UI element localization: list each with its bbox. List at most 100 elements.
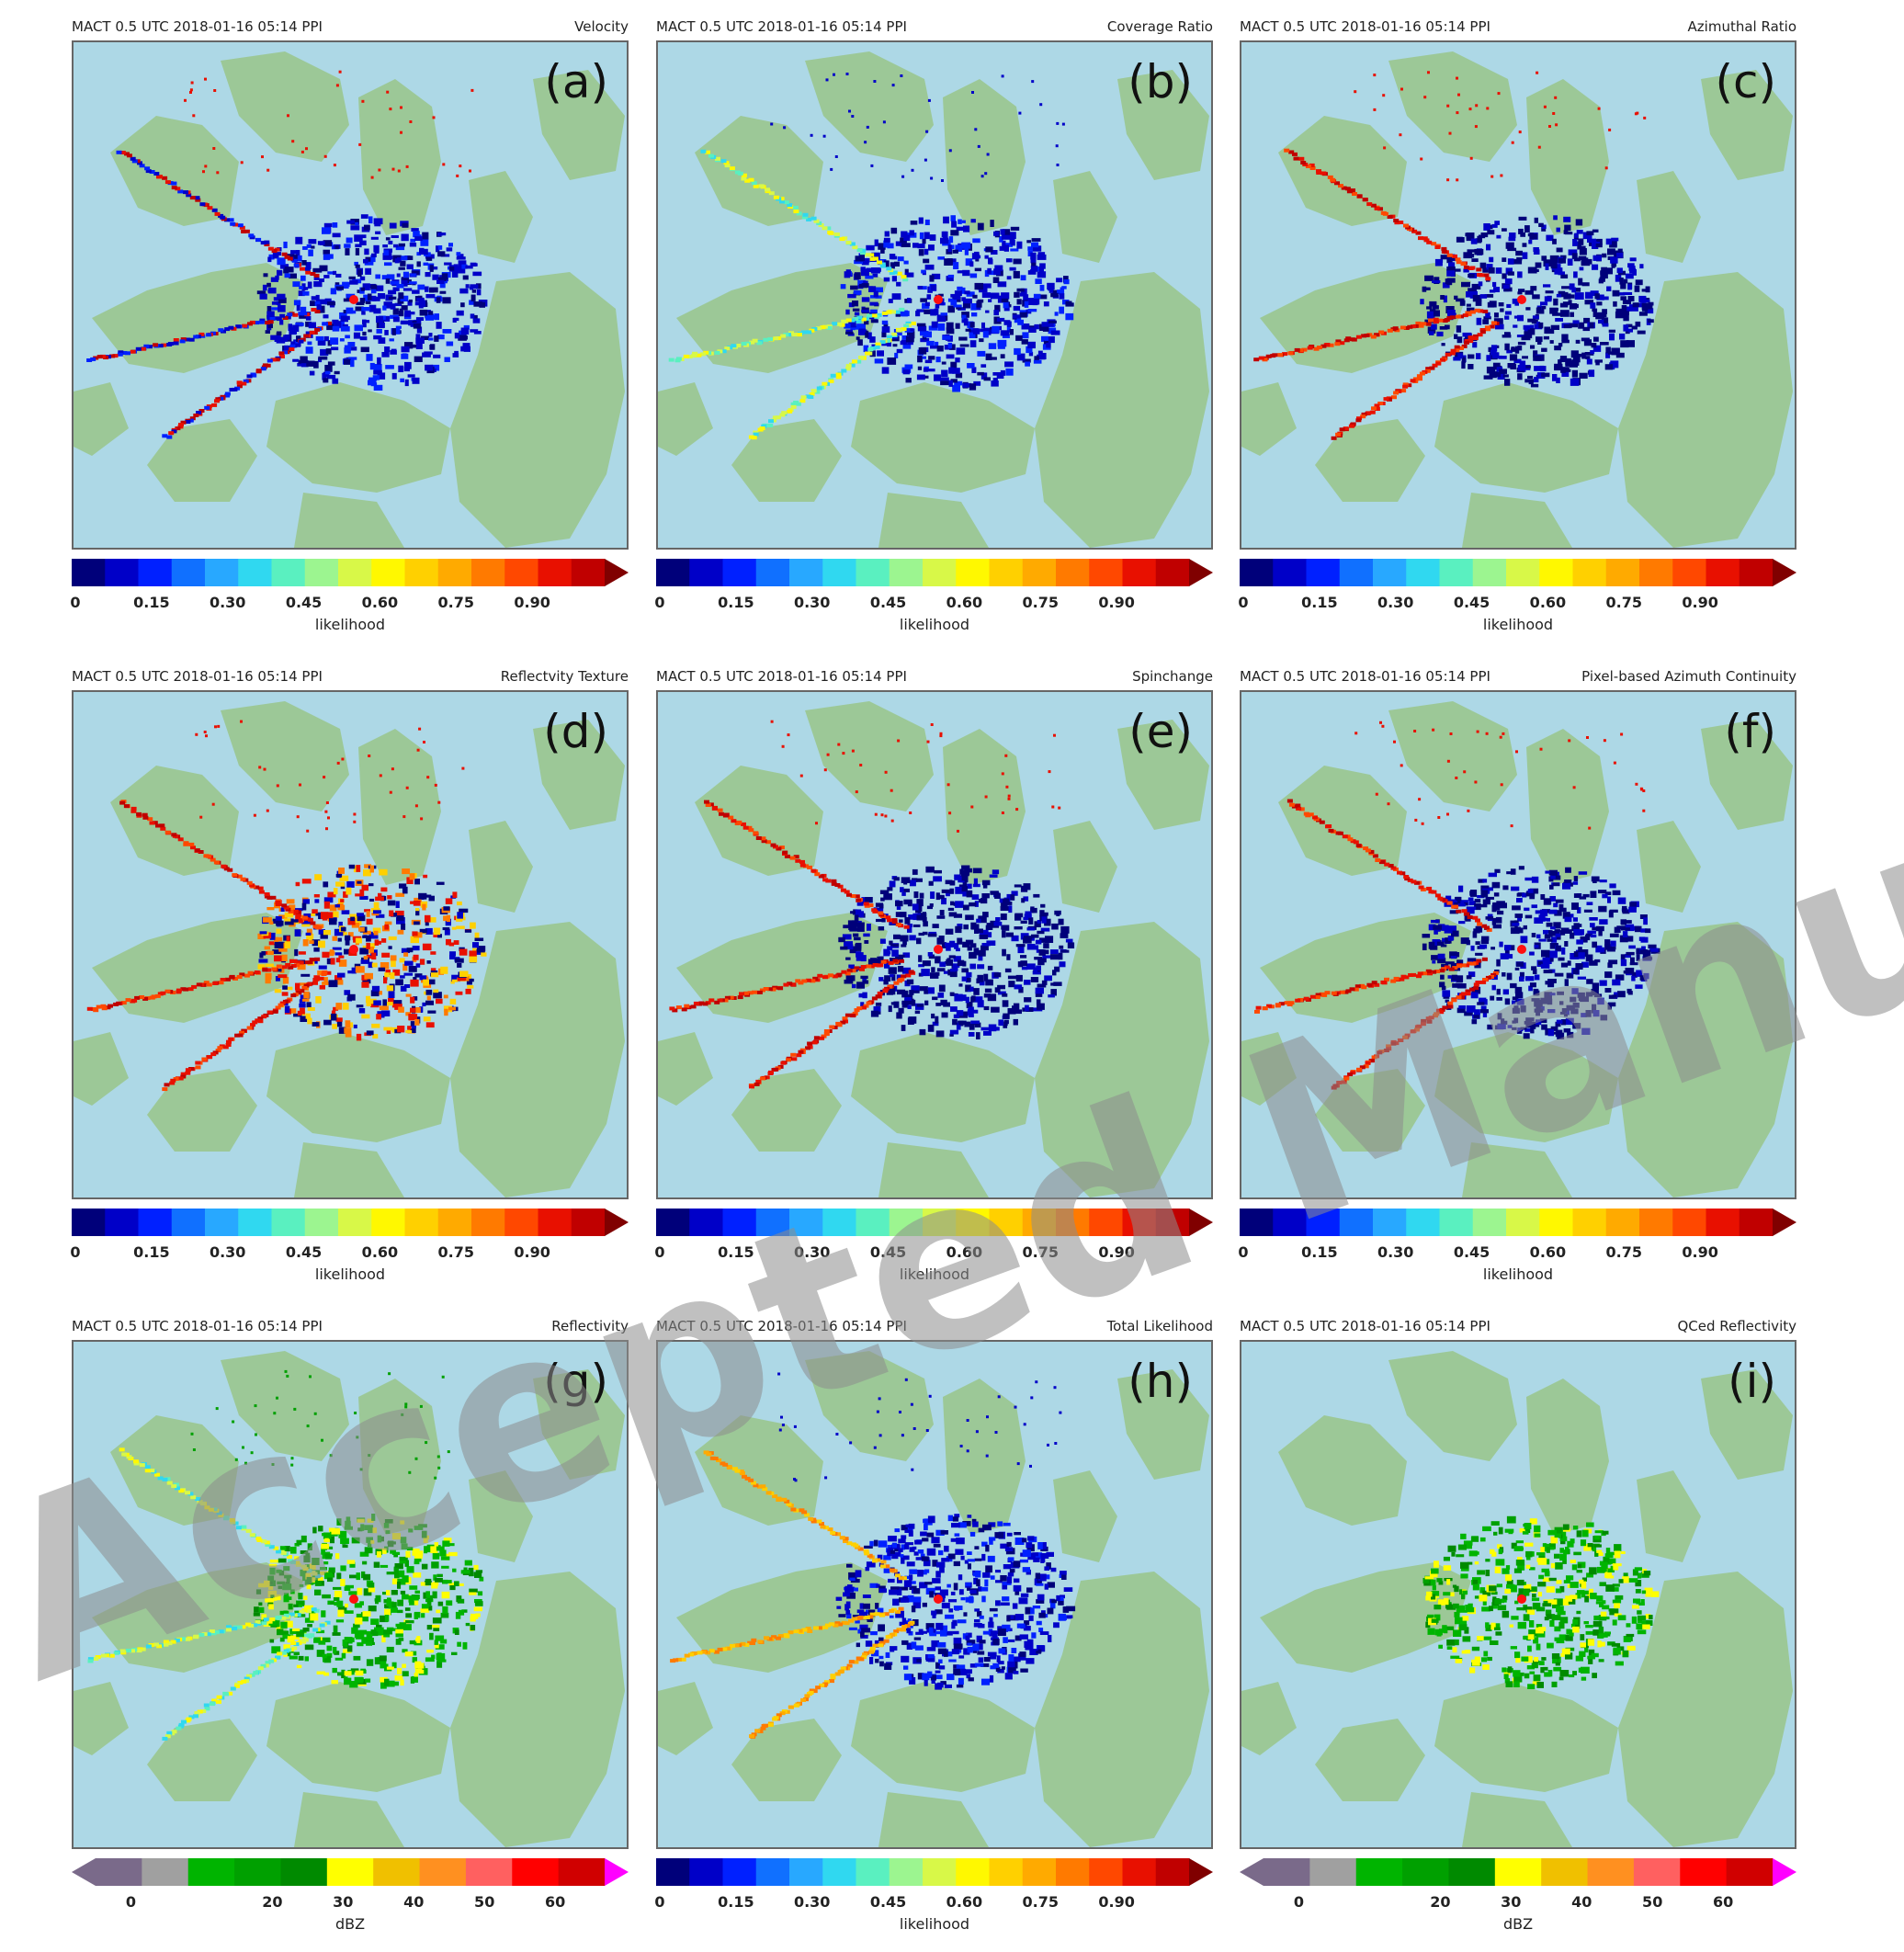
- echo-cell: [1515, 251, 1523, 255]
- echo-cell: [1442, 990, 1450, 996]
- echo-cell: [869, 302, 878, 306]
- echo-cell: [1018, 947, 1025, 953]
- echo-cell: [928, 987, 935, 993]
- echo-cell: [436, 297, 441, 303]
- echo-cell: [914, 891, 919, 898]
- echo-cell: [1556, 900, 1564, 903]
- clutter-ray-1: [1285, 1001, 1290, 1004]
- echo-cell: [412, 931, 417, 936]
- echo-cell: [1474, 249, 1483, 255]
- colorbar-segment: [956, 559, 990, 586]
- echo-cell: [357, 1034, 361, 1041]
- echo-cell: [371, 296, 376, 301]
- echo-cell: [1038, 252, 1046, 257]
- echo-cell: [992, 326, 1000, 334]
- echo-cell: [972, 295, 977, 299]
- colorbar-segment: [723, 559, 757, 586]
- echo-cell: [941, 312, 948, 315]
- colorbar-segment: [856, 559, 890, 586]
- echo-cell: [1021, 886, 1027, 892]
- echo-cell: [370, 363, 375, 369]
- echo-cell: [385, 365, 394, 369]
- echo-cell: [1528, 889, 1534, 893]
- echo-cell: [904, 917, 910, 925]
- scatter-echo: [1470, 157, 1473, 160]
- echo-cell: [1568, 258, 1573, 266]
- echo-cell: [1558, 258, 1566, 264]
- scatter-echo: [810, 134, 813, 137]
- echo-cell: [1530, 286, 1536, 290]
- echo-cell: [392, 1533, 401, 1539]
- echo-cell: [318, 241, 325, 244]
- clutter-ray-0: [171, 833, 176, 836]
- echo-cell: [938, 993, 945, 998]
- echo-cell: [1004, 244, 1009, 251]
- scatter-echo: [1620, 733, 1623, 736]
- echo-cell: [312, 296, 319, 301]
- echo-cell: [469, 979, 474, 982]
- echo-cell: [372, 963, 378, 968]
- echo-cell: [372, 986, 380, 992]
- echo-cell: [1648, 945, 1656, 949]
- echo-cell: [1511, 346, 1514, 352]
- echo-cell: [958, 337, 967, 341]
- echo-cell: [1549, 308, 1558, 314]
- scatter-echo: [291, 140, 294, 142]
- echo-cell: [1456, 983, 1463, 988]
- echo-cell: [918, 286, 924, 289]
- echo-cell: [950, 230, 958, 235]
- echo-cell: [1599, 919, 1607, 925]
- echo-cell: [365, 268, 371, 275]
- echo-cell: [1027, 342, 1036, 348]
- scatter-echo: [204, 78, 207, 81]
- echo-cell: [413, 977, 416, 980]
- echo-cell: [925, 867, 935, 873]
- echo-cell: [954, 914, 962, 918]
- echo-cell: [1519, 866, 1524, 869]
- scatter-echo: [1500, 736, 1502, 739]
- clutter-ray-2: [807, 1042, 812, 1046]
- echo-cell: [405, 380, 409, 386]
- panel-header-right: Reflectivity: [551, 1318, 629, 1334]
- scatter-echo: [433, 116, 436, 119]
- colorbar-segment: [656, 559, 690, 586]
- echo-cell: [924, 332, 932, 338]
- echo-cell: [1001, 914, 1007, 920]
- echo-cell: [1060, 926, 1069, 934]
- echo-cell: [1432, 280, 1440, 283]
- echo-cell: [1549, 950, 1558, 958]
- echo-cell: [336, 874, 342, 878]
- scatter-echo: [815, 822, 818, 824]
- clutter-ray-1: [669, 358, 674, 362]
- scatter-echo: [361, 100, 364, 103]
- scatter-echo: [1636, 112, 1638, 115]
- echo-cell: [399, 311, 404, 316]
- colorbar-segment: [139, 1209, 173, 1236]
- echo-cell: [966, 329, 971, 332]
- echo-cell: [1003, 1000, 1009, 1006]
- colorbar-tick-label: 0.60: [1530, 1243, 1566, 1261]
- clutter-ray-1: [882, 312, 888, 315]
- clutter-ray-0: [810, 869, 816, 873]
- echo-cell: [942, 1013, 948, 1018]
- scatter-echo: [1588, 827, 1591, 830]
- echo-cell: [1636, 322, 1641, 327]
- echo-cell: [1550, 926, 1556, 929]
- echo-cell: [925, 220, 930, 225]
- echo-cell: [375, 275, 380, 279]
- clutter-ray-1: [1277, 353, 1283, 357]
- echo-cell: [1593, 311, 1597, 317]
- echo-cell: [456, 992, 463, 995]
- echo-cell: [390, 972, 394, 979]
- clutter-ray-1: [1334, 342, 1340, 346]
- scatter-echo: [1502, 732, 1504, 735]
- echo-cell: [397, 274, 401, 278]
- echo-cell: [928, 244, 935, 251]
- echo-cell: [1505, 333, 1511, 336]
- echo-cell: [1018, 961, 1023, 967]
- echo-cell: [1555, 973, 1564, 977]
- echo-cell: [1017, 289, 1025, 292]
- echo-cell: [337, 973, 346, 978]
- echo-cell: [1576, 219, 1582, 225]
- echo-cell: [1581, 353, 1586, 359]
